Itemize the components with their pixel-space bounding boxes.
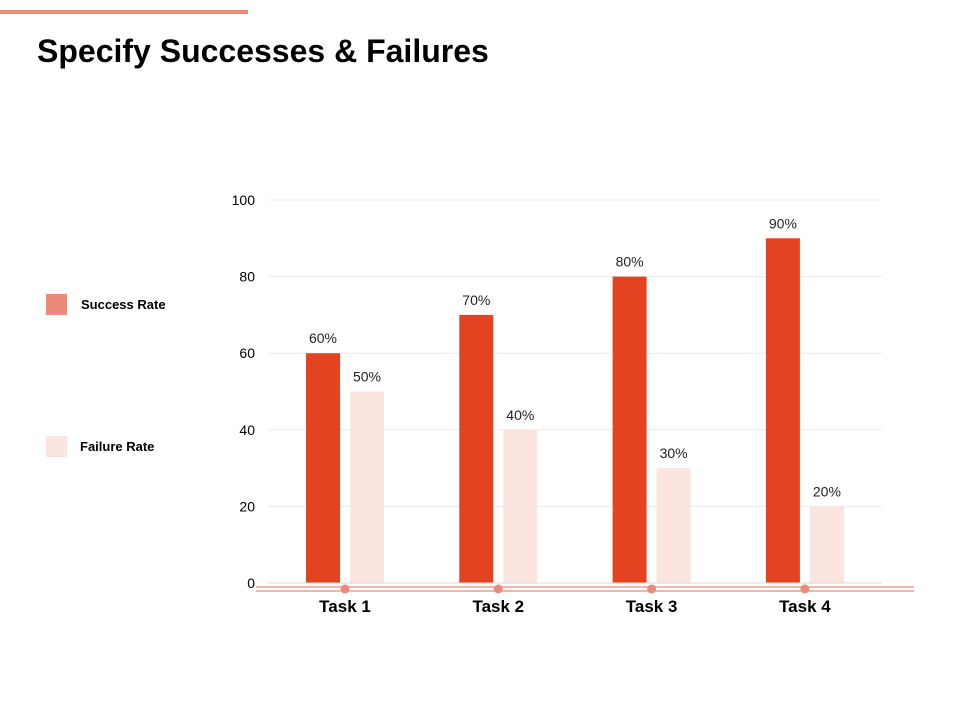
legend-swatch-failure bbox=[46, 436, 67, 457]
bar-failure bbox=[656, 468, 691, 583]
legend-swatch-success bbox=[46, 294, 67, 315]
legend-label-success: Success Rate bbox=[81, 297, 166, 312]
bar-success bbox=[612, 276, 647, 583]
data-label-success: 70% bbox=[462, 292, 490, 308]
x-axis-marker bbox=[647, 584, 657, 594]
page-title: Specify Successes & Failures bbox=[37, 33, 489, 69]
x-axis-marker bbox=[493, 584, 503, 594]
bar-success bbox=[765, 238, 800, 584]
legend-label-failure: Failure Rate bbox=[80, 439, 155, 454]
data-label-success: 80% bbox=[616, 254, 644, 270]
y-tick-label: 0 bbox=[247, 575, 255, 591]
y-tick-label: 80 bbox=[239, 269, 255, 285]
bar-failure bbox=[350, 391, 384, 583]
data-label-success: 90% bbox=[769, 215, 797, 231]
y-tick-label: 40 bbox=[239, 422, 255, 438]
data-label-failure: 40% bbox=[506, 407, 534, 423]
x-axis-marker bbox=[800, 584, 810, 594]
title-accent-bar bbox=[0, 10, 248, 14]
y-axis-ticks: 0 20 40 60 80 100 bbox=[232, 192, 256, 591]
bars bbox=[306, 238, 844, 584]
data-label-failure: 20% bbox=[813, 483, 841, 499]
x-tick-label: Task 1 bbox=[319, 597, 371, 616]
bar-success bbox=[459, 314, 494, 583]
data-label-success: 60% bbox=[309, 330, 337, 346]
x-tick-label: Task 4 bbox=[779, 597, 831, 616]
y-tick-label: 100 bbox=[232, 192, 256, 208]
data-labels: 60% 50% 70% 40% 80% 30% 90% 20% bbox=[309, 215, 841, 499]
x-axis-ticks: Task 1 Task 2 Task 3 Task 4 bbox=[319, 597, 831, 616]
data-label-failure: 50% bbox=[353, 369, 381, 385]
x-tick-label: Task 2 bbox=[472, 597, 524, 616]
bar-failure bbox=[503, 429, 538, 583]
x-tick-label: Task 3 bbox=[626, 597, 678, 616]
x-axis bbox=[256, 582, 914, 594]
y-tick-label: 60 bbox=[239, 345, 255, 361]
x-axis-marker bbox=[340, 584, 350, 594]
bar-failure bbox=[809, 506, 844, 583]
bar-success bbox=[306, 353, 340, 583]
data-label-failure: 30% bbox=[660, 445, 688, 461]
y-tick-label: 20 bbox=[239, 498, 255, 514]
